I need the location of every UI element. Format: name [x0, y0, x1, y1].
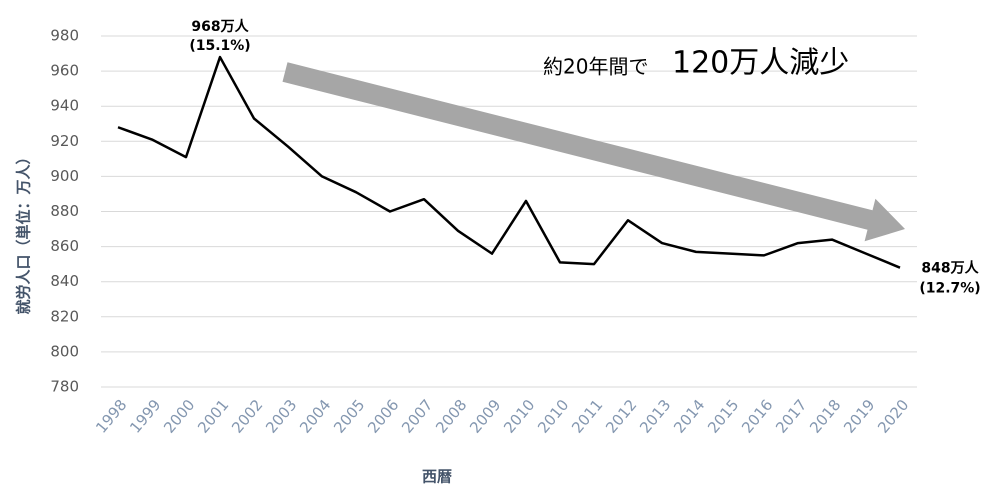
x-tick-label: 2002: [228, 396, 266, 437]
data-label: 968万人: [191, 18, 249, 35]
x-tick-label: 1998: [92, 396, 130, 437]
y-tick-label: 960: [50, 62, 79, 80]
y-tick-label: 980: [50, 27, 79, 45]
x-tick-label: 2001: [194, 396, 232, 437]
x-tick-label: 2017: [772, 396, 810, 437]
data-label: 848万人: [921, 260, 979, 277]
data-label: (12.7%): [919, 281, 980, 297]
x-tick-label: 2006: [364, 396, 402, 437]
headline-large: 120万人減少: [672, 46, 849, 81]
x-tick-label: 2010: [500, 396, 538, 437]
x-tick-label: 2005: [330, 396, 368, 437]
x-tick-label: 2014: [670, 396, 708, 437]
x-tick-label: 2000: [160, 396, 198, 437]
y-tick-label: 820: [50, 307, 79, 325]
x-tick-label: 2004: [296, 396, 334, 437]
x-tick-label: 1999: [126, 396, 164, 437]
y-tick-label: 940: [50, 97, 79, 115]
data-line: [117, 55, 901, 269]
headline-small: 約20年間で: [543, 55, 648, 79]
y-tick-label: 860: [50, 237, 79, 255]
x-tick-label: 2008: [432, 396, 470, 437]
x-tick-label: 2016: [738, 396, 776, 437]
x-tick-label: 2020: [874, 396, 912, 437]
x-tick-label: 2009: [466, 396, 504, 437]
x-tick-label: 2018: [806, 396, 844, 437]
y-tick-label: 780: [50, 378, 79, 396]
x-tick-label: 2007: [398, 396, 436, 437]
data-label: (15.1%): [189, 38, 250, 54]
x-tick-label: 2011: [568, 396, 606, 437]
y-tick-label: 920: [50, 132, 79, 150]
y-tick-label: 900: [50, 167, 79, 185]
y-tick-label: 840: [50, 272, 79, 290]
x-tick-label: 2003: [262, 396, 300, 437]
x-tick-label: 2012: [602, 396, 640, 437]
x-tick-label: 2010: [534, 396, 572, 437]
trend-arrow: [282, 62, 905, 242]
x-axis-title: 西暦: [422, 468, 452, 486]
y-tick-label: 800: [50, 342, 79, 360]
x-tick-label: 2015: [704, 396, 742, 437]
x-tick-label: 2019: [840, 396, 878, 437]
y-axis-title: 就労人口（単位：万人）: [15, 149, 33, 314]
x-tick-label: 2013: [636, 396, 674, 437]
y-tick-label: 880: [50, 202, 79, 220]
